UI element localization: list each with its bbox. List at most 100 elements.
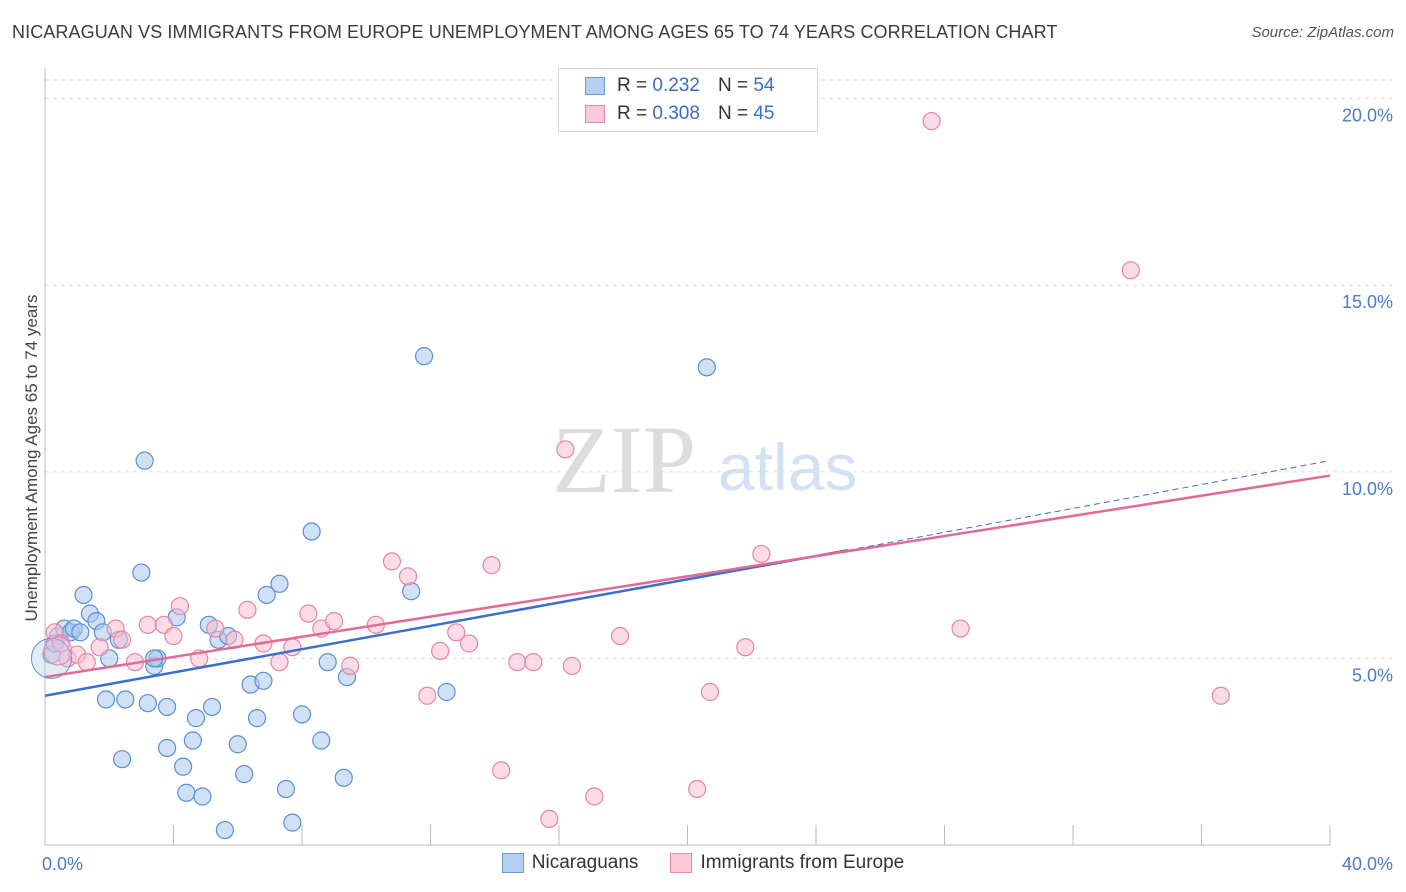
legend-r-label: R = (617, 75, 648, 96)
point-nicaraguans (183, 731, 202, 750)
point-europe (90, 638, 109, 657)
series-swatch-blue (501, 853, 524, 873)
point-nicaraguans (312, 731, 331, 750)
point-europe (610, 626, 630, 646)
point-nicaraguans (157, 738, 177, 758)
series-legend-europe[interactable]: Immigrants from Europe (670, 852, 904, 874)
point-europe (398, 567, 418, 586)
point-europe (508, 653, 527, 672)
series-legend-label: Nicaraguans (531, 852, 639, 873)
point-europe (238, 600, 257, 620)
legend-n-value: 54 (753, 75, 775, 96)
point-nicaraguans (302, 522, 321, 541)
y-tick-label: 15.0% (1342, 292, 1393, 312)
axis-layer (44, 68, 1331, 846)
point-nicaraguans (116, 690, 135, 709)
y-tick-label: 5.0% (1352, 665, 1393, 685)
point-europe (951, 619, 970, 638)
point-nicaraguans (247, 709, 267, 728)
point-nicaraguans (174, 757, 193, 776)
legend-r-label: R = (617, 103, 648, 124)
source-label: Source: ZipAtlas.com (1251, 24, 1394, 41)
trend-line-nicaraguans (44, 548, 849, 697)
legend-row-europe: R = 0.308 N = 45 (585, 100, 774, 128)
y-tick-label: 20.0% (1342, 106, 1393, 126)
point-europe (447, 623, 466, 642)
watermark: ZIP atlas (552, 406, 857, 513)
legend-r-value: 0.308 (652, 103, 700, 124)
legend-row-nicaraguans: R = 0.232 N = 54 (585, 72, 774, 100)
point-nicaraguans (96, 690, 116, 709)
point-nicaraguans (228, 735, 247, 754)
point-europe (585, 787, 604, 806)
legend-swatch-pink (585, 105, 605, 123)
point-nicaraguans (112, 750, 132, 769)
y-axis-label: Unemployment Among Ages 65 to 74 years (22, 295, 41, 622)
point-europe (77, 653, 96, 672)
point-europe (206, 619, 225, 638)
point-nicaraguans (283, 813, 302, 832)
trend-line-nicaraguans-extension (848, 460, 1331, 551)
trend-line-europe (44, 474, 1331, 679)
point-nicaraguans (157, 697, 177, 717)
point-europe (138, 615, 157, 634)
point-nicaraguans (318, 653, 337, 672)
chart-title: NICARAGUAN VS IMMIGRANTS FROM EUROPE UNE… (12, 22, 1058, 42)
point-europe (299, 604, 318, 623)
point-nicaraguans (74, 585, 93, 605)
point-nicaraguans (697, 358, 716, 377)
series-legend-nicaraguans[interactable]: Nicaraguans (501, 852, 639, 874)
legend-n-label: N = (717, 75, 749, 96)
point-nicaraguans (437, 682, 456, 702)
legend-n-label: N = (717, 103, 749, 124)
point-europe (688, 779, 707, 799)
point-nicaraguans (132, 563, 151, 582)
point-europe (325, 611, 344, 631)
correlation-legend: R = 0.232 N = 54 R = 0.308 N = 45 (558, 68, 818, 132)
point-europe (556, 440, 575, 459)
series-legend-label: Immigrants from Europe (700, 852, 905, 873)
point-nicaraguans (414, 347, 434, 366)
point-europe (164, 626, 183, 646)
point-europe (1121, 261, 1140, 280)
point-europe (382, 552, 402, 571)
point-nicaraguans (292, 705, 312, 724)
legend-n-value: 45 (753, 103, 775, 124)
y-tick-label: 10.0% (1342, 479, 1393, 499)
x-tick-label: 40.0% (1342, 854, 1393, 874)
point-europe-large (43, 636, 73, 666)
x-tick-label: 0.0% (42, 854, 83, 874)
point-nicaraguans (402, 582, 421, 601)
label-layer: 5.0% 10.0% 15.0% 20.0% 0.0% 40.0% (42, 106, 1393, 874)
point-nicaraguans (334, 768, 353, 787)
point-europe (418, 686, 437, 705)
point-europe (736, 638, 755, 657)
point-nicaraguans (257, 585, 276, 605)
point-europe (1211, 686, 1230, 705)
point-nicaraguans (254, 671, 273, 690)
point-europe (700, 682, 720, 702)
point-europe (540, 809, 559, 828)
point-nicaraguans (177, 783, 196, 802)
point-europe (459, 634, 479, 653)
trend-layer (44, 460, 1331, 697)
point-europe (341, 656, 360, 675)
point-nicaraguans (135, 451, 154, 470)
point-nicaraguans (193, 787, 212, 806)
point-nicaraguans (215, 820, 234, 840)
point-nicaraguans (71, 623, 90, 642)
point-europe (270, 653, 289, 672)
series-swatch-pink (670, 853, 693, 873)
watermark-zip: ZIP (552, 406, 696, 513)
point-europe (112, 630, 132, 649)
point-europe (922, 111, 941, 131)
legend-r-value: 0.232 (652, 75, 700, 96)
watermark-atlas: atlas (718, 430, 857, 504)
point-europe (492, 761, 511, 780)
point-nicaraguans (270, 574, 289, 593)
point-europe (482, 556, 501, 575)
point-nicaraguans (276, 779, 296, 799)
point-europe (562, 656, 581, 675)
point-europe (524, 653, 543, 672)
legend-swatch-blue (585, 77, 605, 95)
